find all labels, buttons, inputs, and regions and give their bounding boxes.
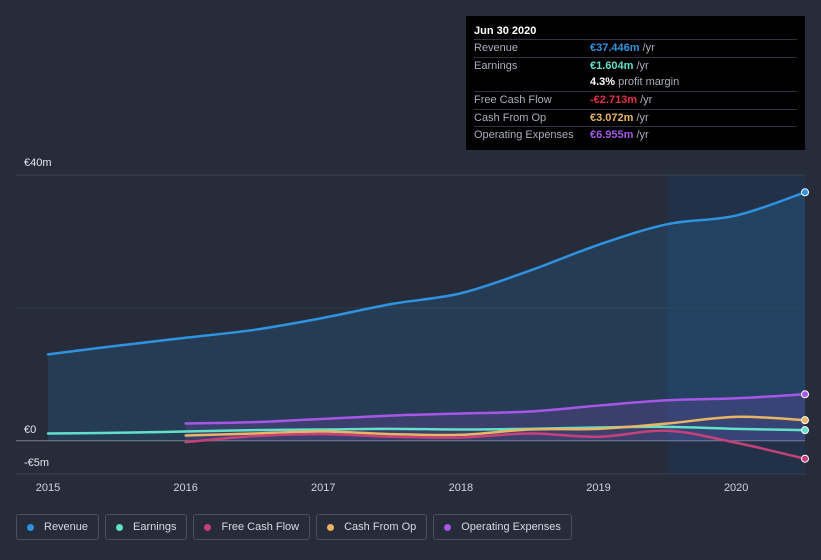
area-revenue (48, 192, 805, 441)
x-tick-label: 2018 (449, 482, 473, 494)
x-tick-label: 2017 (311, 482, 335, 494)
tooltip-unit: profit margin (618, 76, 680, 89)
tooltip-label: Revenue (474, 42, 519, 54)
tooltip-value-cfo: €3.072m (590, 111, 634, 124)
x-tick-label: 2019 (586, 482, 610, 494)
tooltip-label (474, 74, 590, 91)
tooltip-value-revenue: €37.446m (590, 42, 640, 54)
end-marker-free-cash-flow (801, 454, 809, 463)
tooltip-unit: /yr (636, 111, 649, 124)
x-tick-label: 2016 (173, 482, 197, 494)
highlight-band (667, 175, 805, 474)
legend-label: Earnings (133, 521, 177, 533)
legend-dot-icon (116, 523, 124, 531)
tooltip-unit: /yr (642, 42, 655, 54)
line-free-cash-flow (184, 429, 807, 460)
legend-label: Free Cash Flow (221, 521, 300, 533)
tooltip-row-fcf: Free Cash Flow -€2.713m /yr (474, 91, 797, 109)
y-label-top: €40m (24, 157, 52, 169)
legend-dot-icon (444, 523, 452, 531)
legend-item-earnings[interactable]: Earnings (105, 514, 188, 540)
legend-dot-icon (204, 523, 212, 531)
line-earnings (46, 425, 807, 435)
tooltip-date: Jun 30 2020 (474, 25, 537, 37)
line-operating-expenses (184, 393, 807, 425)
tooltip-row-opex: Operating Expenses €6.955m /yr (474, 126, 797, 144)
legend-item-operating-expenses[interactable]: Operating Expenses (433, 514, 572, 540)
tooltip-value-opex: €6.955m (590, 129, 634, 142)
tooltip-value-earnings: €1.604m (590, 59, 634, 72)
line-cash-from-op (184, 415, 807, 437)
legend-label: Operating Expenses (461, 521, 561, 533)
tooltip-row-earnings: Earnings €1.604m /yr (474, 56, 797, 75)
legend-label: Cash From Op (344, 521, 417, 533)
tooltip-label: Operating Expenses (474, 129, 574, 142)
tooltip-value-margin: 4.3% (590, 76, 616, 89)
tooltip-panel: Jun 30 2020 Revenue €37.446m /yr Earning… (466, 16, 805, 150)
tooltip-row-margin: 4.3% profit margin (474, 74, 797, 91)
line-revenue (46, 191, 807, 356)
tooltip-unit: /yr (640, 94, 653, 107)
x-axis-ticks: 2015 2016 2017 2018 2019 2020 (36, 482, 749, 494)
tooltip-label: Earnings (474, 59, 518, 72)
legend-dot-icon (327, 523, 335, 531)
series-layer (46, 188, 809, 463)
x-tick-label: 2020 (724, 482, 748, 494)
legend-item-revenue[interactable]: Revenue (16, 514, 100, 540)
end-marker-operating-expenses (801, 390, 809, 399)
tooltip-unit: /yr (636, 129, 649, 142)
y-label-bottom: -€5m (24, 457, 49, 469)
end-marker-cash-from-op (801, 416, 809, 425)
y-label-zero: €0 (24, 424, 36, 436)
end-marker-earnings (801, 426, 809, 435)
legend-dot-icon (27, 523, 34, 531)
end-marker-revenue (801, 188, 809, 197)
x-tick-label: 2015 (36, 482, 60, 494)
legend-item-free-cash-flow[interactable]: Free Cash Flow (193, 514, 311, 540)
legend-item-cash-from-op[interactable]: Cash From Op (316, 514, 428, 540)
tooltip-label: Cash From Op (474, 111, 547, 124)
tooltip-value-fcf: -€2.713m (590, 94, 638, 107)
legend-label: Revenue (44, 521, 89, 533)
tooltip-row-revenue: Revenue €37.446m /yr (474, 39, 797, 57)
grid-lines (16, 174, 805, 475)
tooltip-row-cfo: Cash From Op €3.072m /yr (474, 108, 797, 127)
tooltip-unit: /yr (636, 59, 649, 72)
legend: Revenue Earnings Free Cash Flow Cash Fro… (16, 514, 572, 540)
tooltip-label: Free Cash Flow (474, 94, 552, 107)
